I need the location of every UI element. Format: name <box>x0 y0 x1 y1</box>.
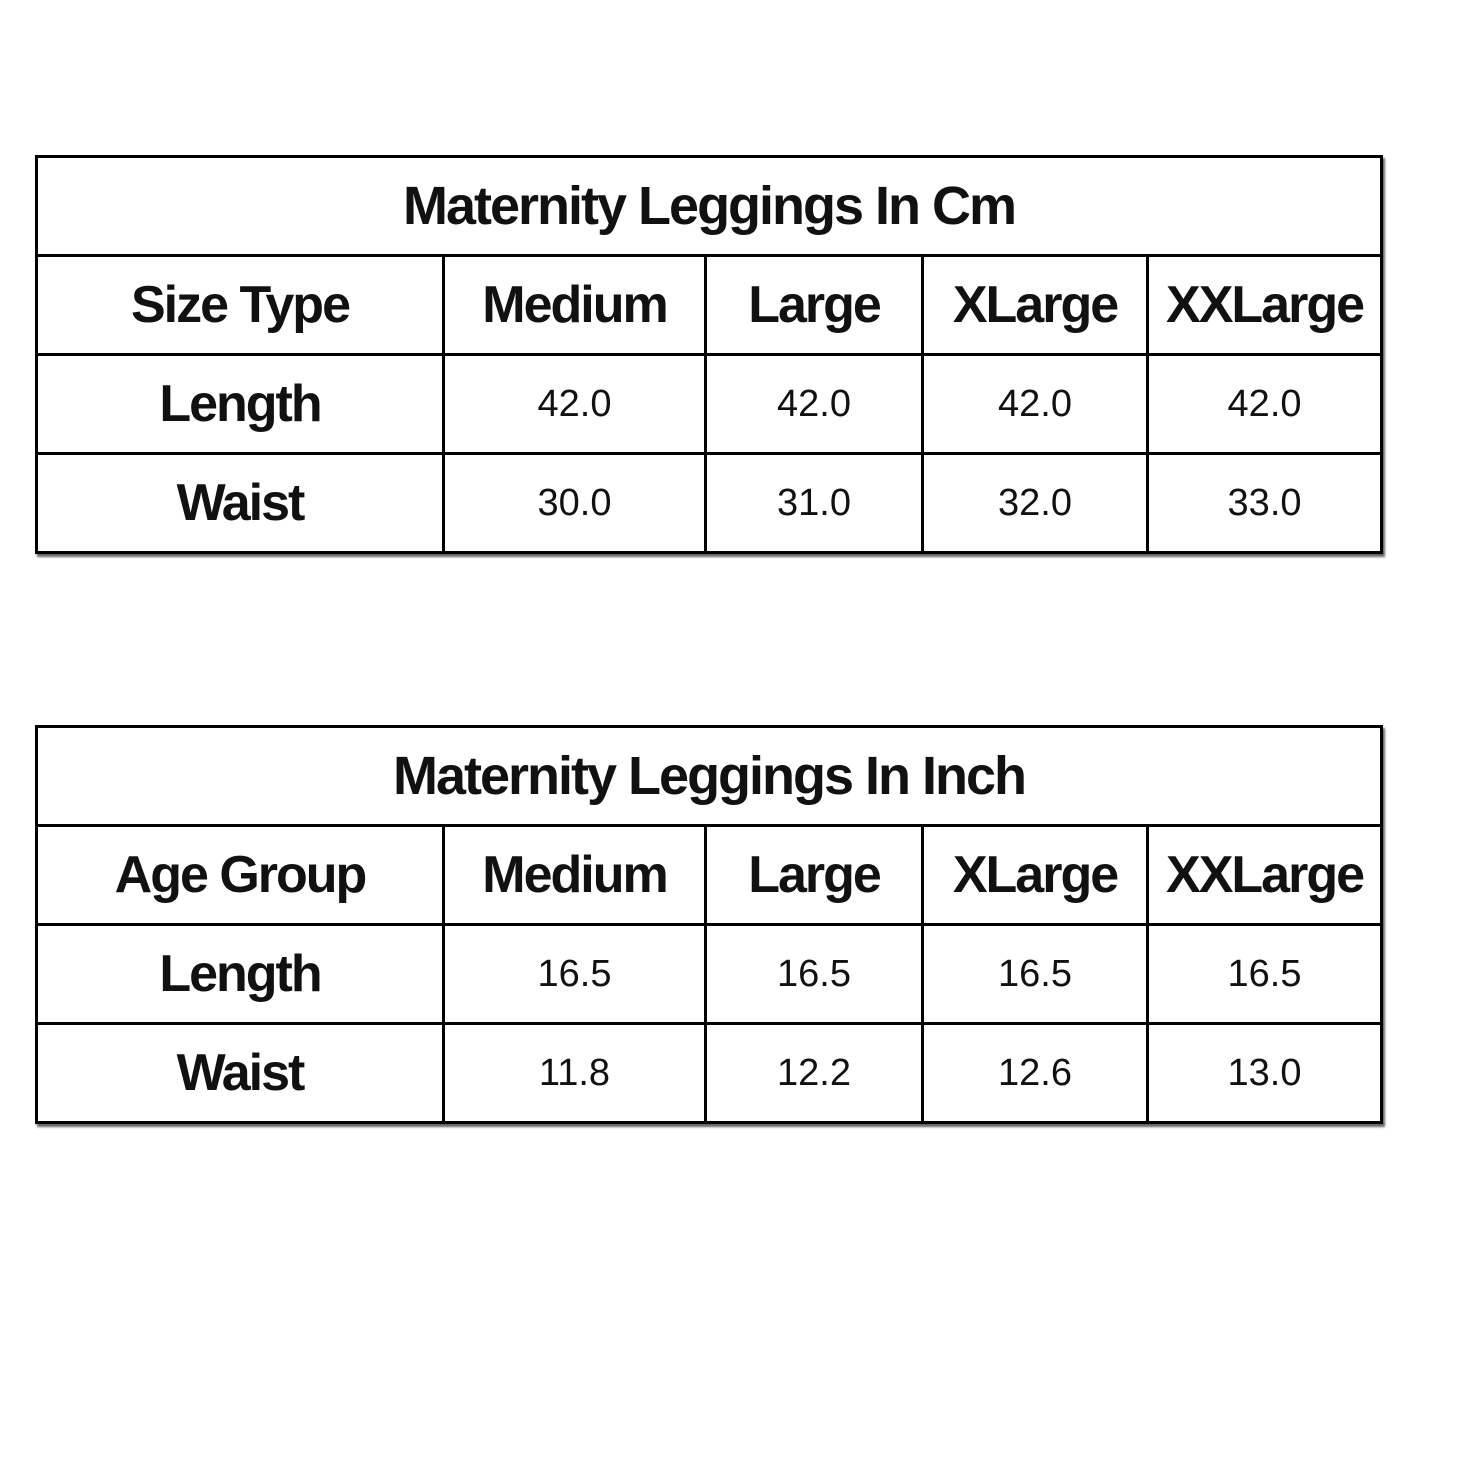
table-row: Age Group Medium Large XLarge XXLarge <box>35 824 1384 926</box>
cell-value: 42.0 <box>921 353 1149 455</box>
row-header: Length <box>35 353 445 455</box>
table-row: Length 42.0 42.0 42.0 42.0 <box>35 353 1384 455</box>
cell-value: 42.0 <box>1145 353 1384 455</box>
table-title: Maternity Leggings In Inch <box>34 725 1384 827</box>
cell-value: 16.5 <box>704 923 924 1025</box>
cell-value: 12.2 <box>704 1022 924 1124</box>
column-header: Size Type <box>35 254 445 356</box>
cell-value: 42.0 <box>442 353 707 455</box>
table-row: Waist 11.8 12.2 12.6 13.0 <box>35 1022 1384 1124</box>
cell-value: 16.5 <box>442 923 707 1025</box>
cell-value: 33.0 <box>1145 452 1384 554</box>
size-table: Maternity Leggings In Cm Size Type Medium L… <box>34 155 1384 554</box>
cell-value: 12.6 <box>921 1022 1149 1124</box>
size-table: Maternity Leggings In Inch Age Group Mediu… <box>34 725 1384 1124</box>
table-row: Size Type Medium Large XLarge XXLarge <box>35 254 1384 356</box>
row-header: Length <box>35 923 445 1025</box>
column-header: XLarge <box>921 254 1149 356</box>
row-header: Waist <box>35 452 445 554</box>
cell-value: 32.0 <box>921 452 1149 554</box>
column-header: Age Group <box>35 824 445 926</box>
column-header: Large <box>704 254 924 356</box>
table-row: Maternity Leggings In Inch <box>34 725 1384 827</box>
cell-value: 16.5 <box>1145 923 1384 1025</box>
table-row: Length 16.5 16.5 16.5 16.5 <box>35 923 1384 1025</box>
cell-value: 16.5 <box>921 923 1149 1025</box>
table-row: Waist 30.0 31.0 32.0 33.0 <box>35 452 1384 554</box>
column-header: Large <box>704 824 924 926</box>
column-header: XXLarge <box>1145 824 1384 926</box>
row-header: Waist <box>35 1022 445 1124</box>
cell-value: 11.8 <box>442 1022 707 1124</box>
cell-value: 13.0 <box>1145 1022 1384 1124</box>
cell-value: 31.0 <box>704 452 924 554</box>
table-title: Maternity Leggings In Cm <box>34 155 1384 257</box>
column-header: Medium <box>442 824 707 926</box>
column-header: XLarge <box>921 824 1149 926</box>
column-header: Medium <box>442 254 707 356</box>
column-header: XXLarge <box>1145 254 1384 356</box>
cell-value: 30.0 <box>442 452 707 554</box>
table-row: Maternity Leggings In Cm <box>34 155 1384 257</box>
cell-value: 42.0 <box>704 353 924 455</box>
